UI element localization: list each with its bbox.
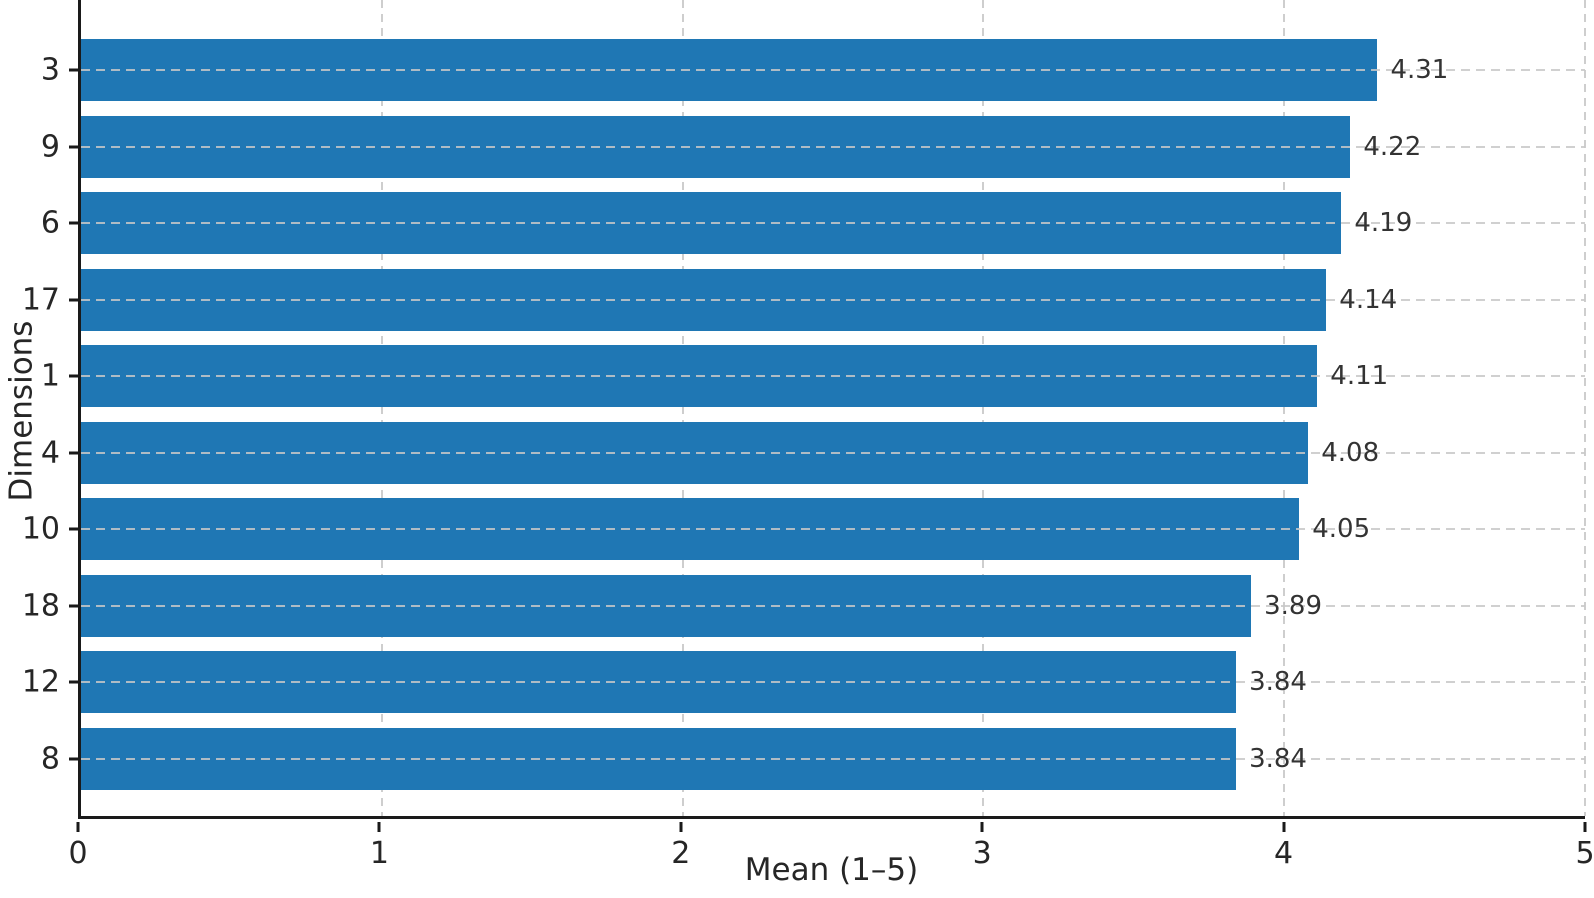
y-tick-label: 18	[21, 588, 60, 623]
x-tick-mark	[76, 822, 80, 832]
y-tick-mark	[69, 221, 78, 225]
horizontal-gridline	[81, 145, 1585, 148]
x-tick-mark	[1583, 822, 1587, 832]
bar-row: 12 3.84	[22, 651, 1585, 713]
y-tick-label: 8	[40, 741, 60, 776]
y-axis-title-text: Dimensions	[3, 320, 39, 502]
y-tick-mark	[69, 527, 78, 531]
x-tick-mark	[679, 822, 683, 832]
bar-value-label: 4.14	[1339, 284, 1398, 315]
bar-rows: 3 4.31 9 4.22 6 4.19 17 4.14 1 4.11 4 4.08 10 4.05 18 3…	[22, 0, 1585, 816]
plot-area: 3 4.31 9 4.22 6 4.19 17 4.14 1 4.11 4 4.08 10 4.05 18 3…	[22, 0, 1586, 819]
bar-row: 3 4.31	[41, 39, 1585, 101]
y-tick-mark	[69, 145, 78, 148]
horizontal-gridline	[81, 528, 1585, 530]
bar-row: 9 4.22	[41, 115, 1585, 178]
bar-row: 4 4.08	[41, 421, 1585, 484]
x-tick-label: 1	[369, 836, 389, 871]
x-tick-mark	[377, 822, 381, 832]
bar-value-label: 4.31	[1390, 55, 1449, 85]
vertical-gridline	[1584, 0, 1586, 816]
bar-value-label: 3.84	[1249, 743, 1307, 774]
bar-row: 8 3.84	[41, 727, 1585, 790]
vertical-gridline	[380, 0, 383, 816]
x-tick-label: 4	[1274, 836, 1294, 871]
bar-value-label: 4.05	[1312, 514, 1371, 544]
x-tick-label: 3	[972, 836, 992, 871]
horizontal-gridline	[81, 757, 1585, 760]
horizontal-gridline	[81, 222, 1585, 224]
vertical-gridline	[681, 0, 684, 816]
bar-value-label: 3.84	[1249, 667, 1307, 697]
x-tick-mark	[980, 822, 984, 832]
horizontal-gridline	[81, 298, 1585, 301]
bar-row: 1 4.11	[41, 345, 1585, 407]
y-tick-mark	[69, 757, 78, 760]
horizontal-gridline	[81, 604, 1585, 607]
bar-value-label: 4.22	[1363, 131, 1422, 162]
y-tick-label: 4	[40, 435, 60, 470]
y-tick-label: 17	[21, 282, 60, 317]
y-tick-label: 10	[21, 511, 60, 547]
x-tick-label: 5	[1575, 836, 1594, 871]
y-tick-label: 3	[40, 52, 60, 88]
y-tick-label: 9	[40, 129, 60, 164]
y-tick-mark	[69, 374, 78, 378]
x-tick-label: 0	[68, 836, 88, 871]
y-tick-label: 1	[40, 358, 60, 394]
horizontal-gridline	[81, 451, 1585, 454]
horizontal-gridline	[81, 69, 1585, 71]
y-tick-mark	[69, 298, 78, 301]
y-tick-mark	[69, 68, 78, 72]
horizontal-gridline	[81, 375, 1585, 377]
bar-value-label: 3.89	[1264, 590, 1322, 621]
x-tick-mark	[1282, 822, 1286, 832]
bar-row: 18 3.89	[22, 574, 1585, 637]
x-axis: 0 1 2 3 4 5	[68, 822, 1594, 882]
y-tick-label: 12	[21, 664, 60, 700]
vertical-gridline	[1283, 0, 1286, 816]
y-tick-label: 6	[40, 205, 60, 241]
y-tick-mark	[69, 680, 78, 684]
x-axis-title: Mean (1–5)	[744, 852, 919, 888]
bar-row: 17 4.14	[22, 268, 1585, 331]
bar-value-label: 4.19	[1354, 208, 1413, 238]
bar-row: 10 4.05	[22, 498, 1585, 560]
bar-value-label: 4.11	[1330, 361, 1389, 391]
y-tick-mark	[69, 604, 78, 607]
y-tick-mark	[69, 451, 78, 454]
vertical-gridline	[982, 0, 985, 816]
bar-row: 6 4.19	[41, 192, 1585, 254]
x-tick-label: 2	[671, 836, 691, 871]
horizontal-gridline	[81, 681, 1585, 683]
bar-value-label: 4.08	[1321, 437, 1380, 468]
